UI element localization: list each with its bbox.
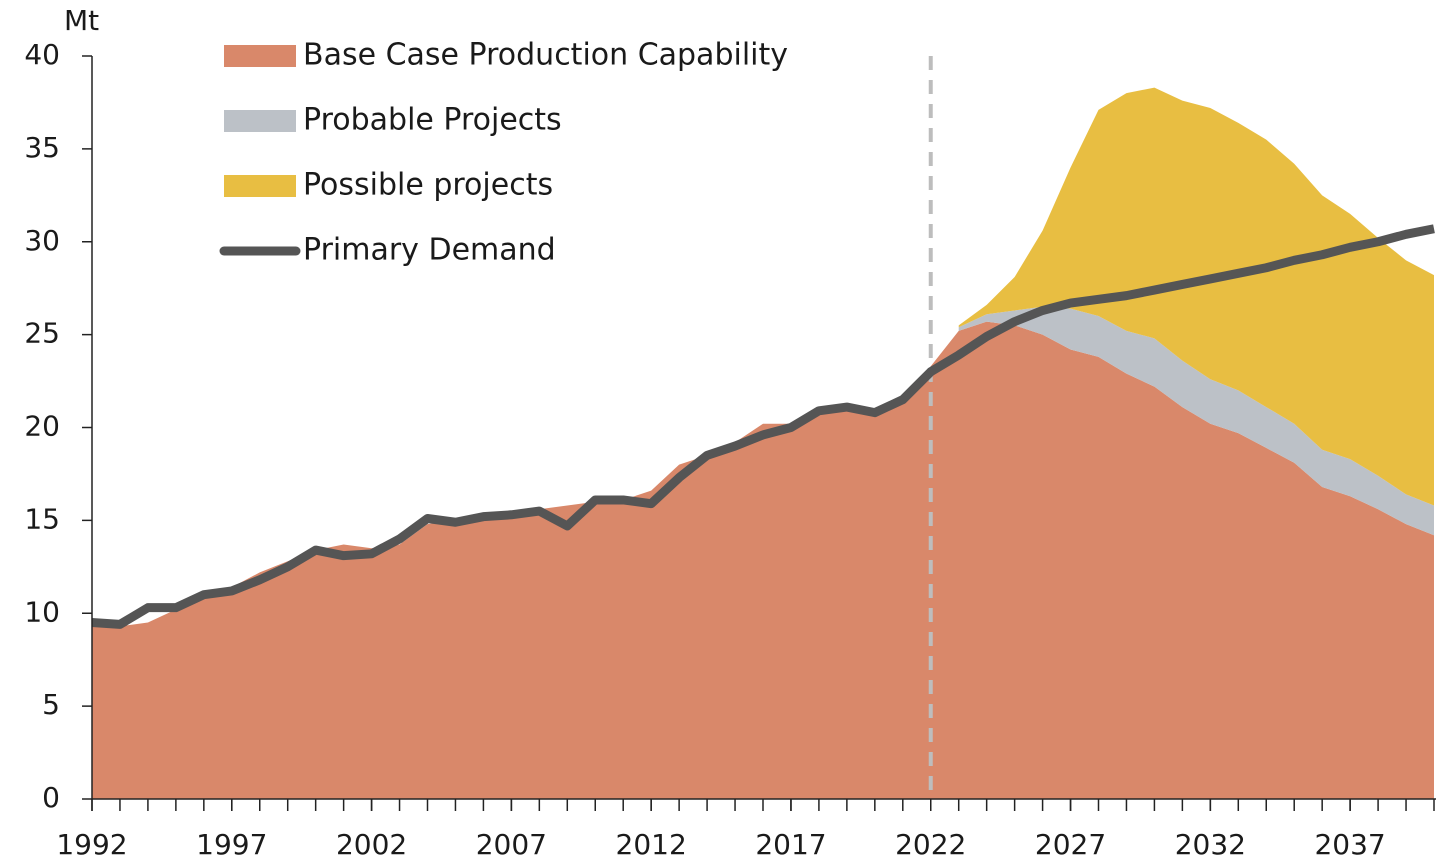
y-tick-label: 20 xyxy=(24,410,60,443)
legend-swatch xyxy=(224,45,296,67)
y-tick-label: 30 xyxy=(24,224,60,257)
y-tick-label: 35 xyxy=(24,131,60,164)
y-tick-label: 15 xyxy=(24,502,60,535)
x-tick-label: 1992 xyxy=(56,828,127,861)
x-tick-label: 2017 xyxy=(755,828,826,861)
area xyxy=(958,306,1434,536)
legend-label: Possible projects xyxy=(303,168,553,203)
x-tick-label: 2037 xyxy=(1314,828,1385,861)
x-tick-label: 2002 xyxy=(336,828,407,861)
legend-label: Primary Demand xyxy=(303,233,556,268)
line xyxy=(91,224,1435,629)
x-tick-label: 2027 xyxy=(1035,828,1106,861)
x-tick-label: 2012 xyxy=(616,828,687,861)
legend-swatch xyxy=(224,110,296,132)
y-tick-label: 5 xyxy=(42,688,60,721)
legend-label: Probable Projects xyxy=(303,103,562,138)
x-tick-label: 2007 xyxy=(476,828,547,861)
x-tick-label: 2032 xyxy=(1175,828,1246,861)
y-axis-unit: Mt xyxy=(64,4,99,37)
area xyxy=(92,321,1434,799)
legend-swatch xyxy=(224,175,296,197)
area xyxy=(958,87,1434,506)
x-tick-label: 1997 xyxy=(196,828,267,861)
y-tick-label: 25 xyxy=(24,317,60,350)
legend-label: Base Case Production Capability xyxy=(303,38,788,73)
y-tick-label: 0 xyxy=(42,781,60,814)
y-tick-label: 40 xyxy=(24,38,60,71)
x-tick-label: 2022 xyxy=(895,828,966,861)
y-tick-label: 10 xyxy=(24,595,60,628)
